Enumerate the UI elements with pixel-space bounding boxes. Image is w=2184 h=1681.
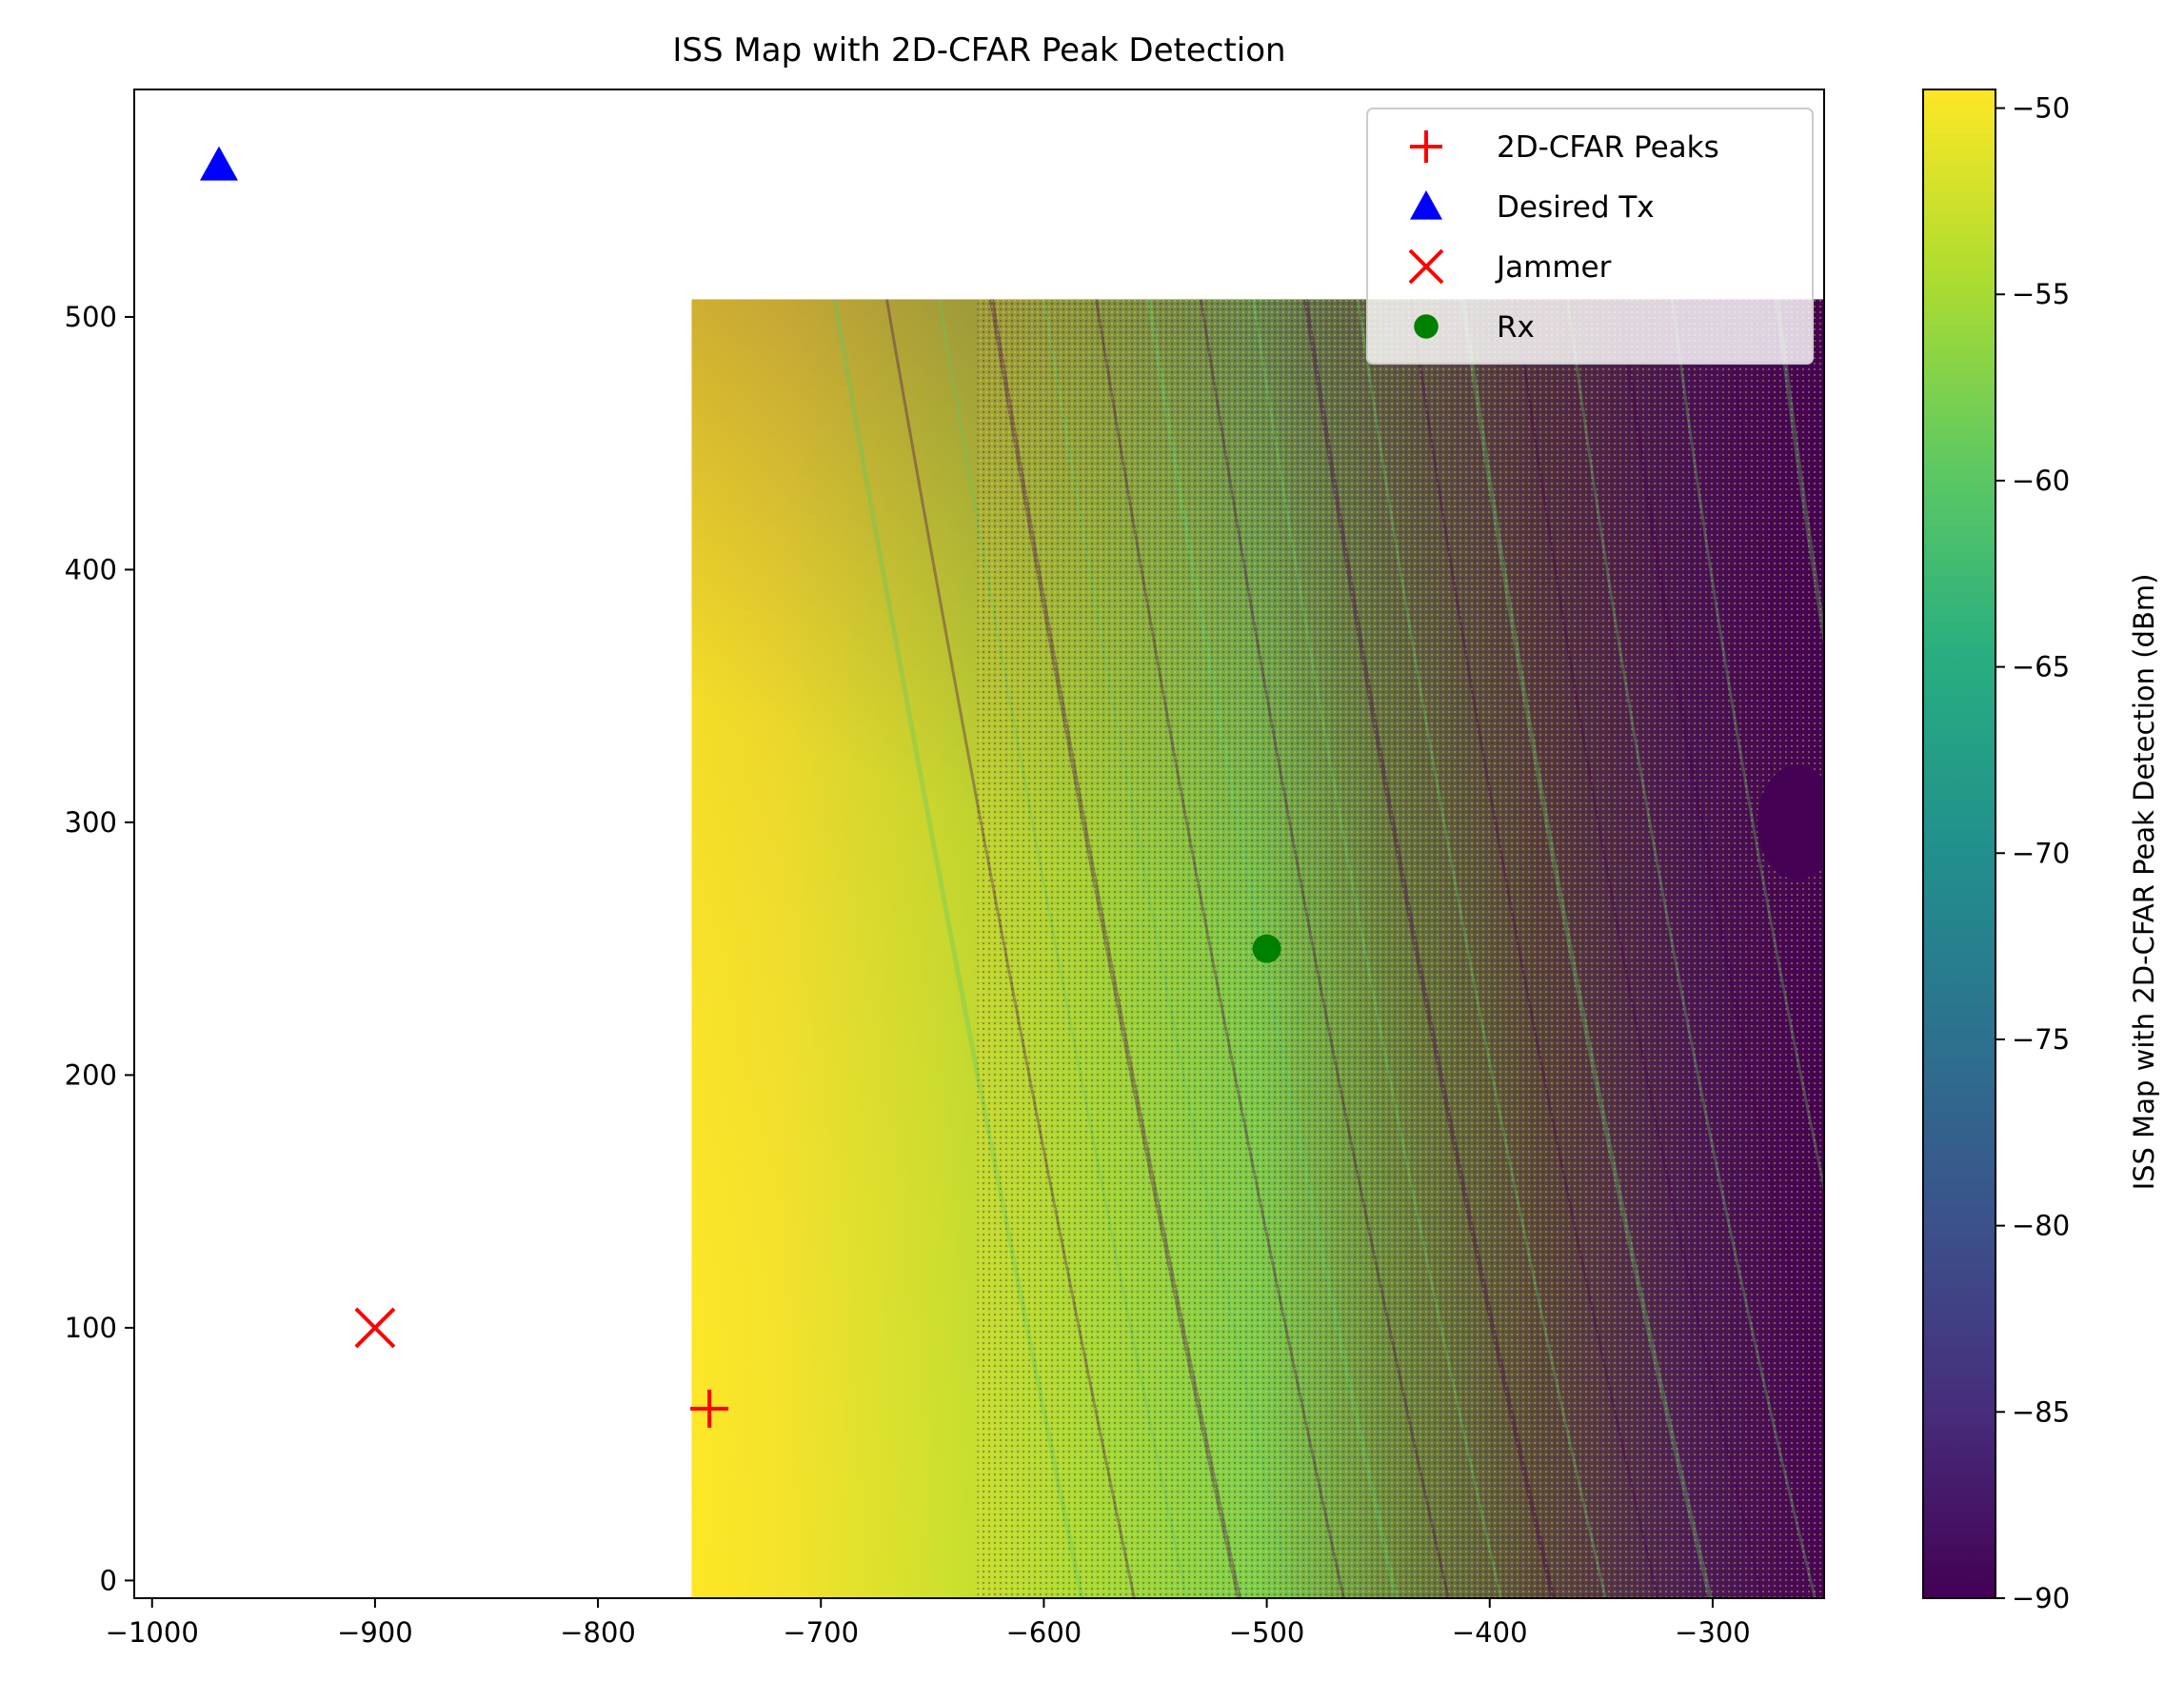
x-axis: −1000 −900 −800 −700 −600 −500 −400 −300	[106, 1598, 1751, 1649]
legend-label: Jammer	[1495, 250, 1612, 285]
heatmap-band	[1881, 299, 2129, 1598]
colorbar-tick-label: −85	[2012, 1395, 2070, 1428]
x-tick-label: −800	[560, 1616, 636, 1649]
legend-marker	[1408, 248, 1444, 285]
y-tick-label: 400	[65, 553, 117, 585]
colorbar-gradient	[1922, 89, 1996, 1599]
y-tick-label: 300	[65, 806, 117, 839]
marker-2d-cfar-peaks	[690, 1389, 729, 1428]
x-tick-label: −900	[337, 1616, 413, 1649]
colorbar-tick-label: −70	[2012, 837, 2070, 869]
legend-label: 2D-CFAR Peaks	[1497, 130, 1719, 165]
colorbar: −50 −55 −60 −65 −70 −75 −80 −85 −90 ISS Map with …	[1922, 89, 2160, 1614]
x-tick-label: −500	[1229, 1616, 1305, 1649]
x-tick-label: −1000	[106, 1616, 199, 1649]
chart-title: ISS Map with 2D-CFAR Peak Detection	[672, 31, 1285, 69]
legend-label: Rx	[1497, 310, 1535, 345]
marker-desired-tx	[199, 146, 238, 181]
legend-marker	[1414, 314, 1439, 339]
y-tick-label: 0	[100, 1564, 117, 1596]
legend-marker	[1410, 130, 1442, 163]
legend-box	[1366, 108, 1814, 365]
colorbar-tick-label: −50	[2012, 92, 2070, 125]
marker-jammer	[354, 1307, 396, 1349]
x-tick-label: −700	[783, 1616, 859, 1649]
heatmap-texture	[977, 299, 1824, 1599]
colorbar-tick-label: −90	[2012, 1582, 2070, 1614]
colorbar-tick-label: −55	[2012, 278, 2070, 310]
colorbar-label: ISS Map with 2D-CFAR Peak Detection (dBm…	[2128, 574, 2160, 1191]
axes-frame	[133, 89, 1825, 1599]
x-tick-label: −400	[1452, 1616, 1528, 1649]
y-tick-label: 100	[65, 1312, 117, 1344]
x-tick-label: −600	[1006, 1616, 1082, 1649]
colorbar-tick-label: −65	[2012, 651, 2070, 683]
x-tick-label: −300	[1675, 1616, 1751, 1649]
marker-rx	[1252, 934, 1281, 963]
heatmap-blob	[1757, 764, 1825, 880]
colorbar-tick-label: −60	[2012, 465, 2070, 497]
y-axis: 0 100 200 300 400 500	[65, 301, 134, 1596]
markers	[199, 146, 1281, 1428]
colorbar-tick-label: −80	[2012, 1210, 2070, 1242]
legend: 2D-CFAR Peaks Desired Tx Jammer Rx	[1366, 108, 1814, 365]
colorbar-tick-label: −75	[2012, 1023, 2070, 1056]
legend-label: Desired Tx	[1497, 190, 1655, 225]
y-tick-label: 200	[65, 1058, 117, 1091]
y-tick-label: 500	[65, 301, 117, 333]
legend-marker	[1410, 190, 1442, 220]
